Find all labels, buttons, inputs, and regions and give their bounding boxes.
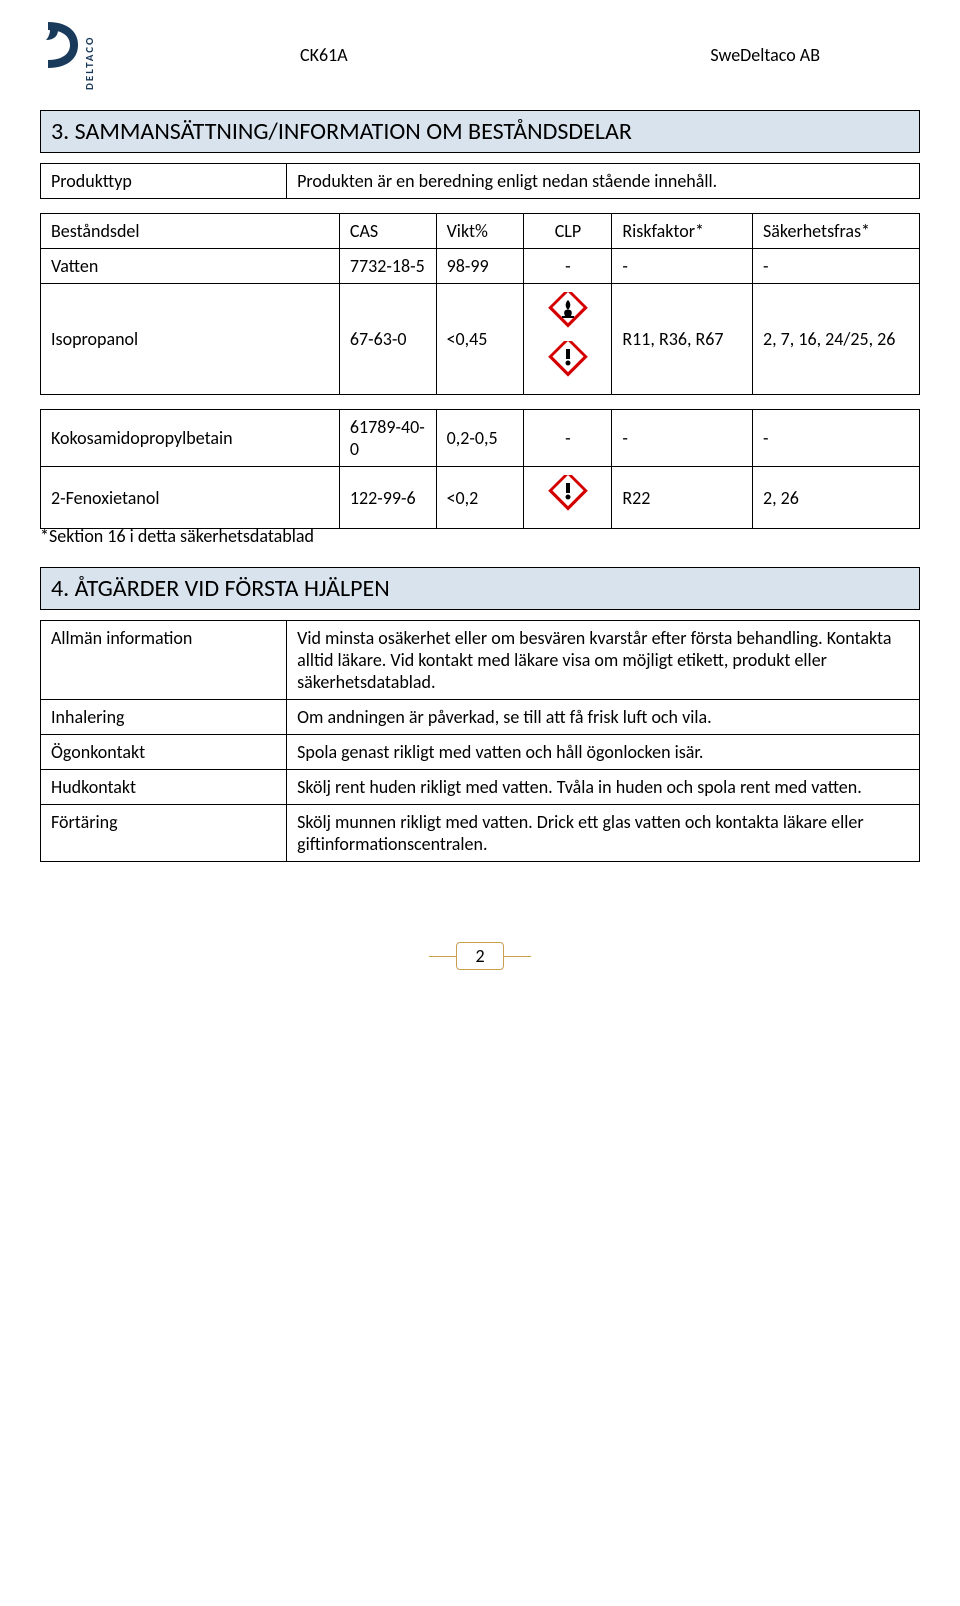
cell-risk: - bbox=[612, 410, 753, 467]
table-row: Kokosamidopropylbetain 61789-40-0 0,2-0,… bbox=[41, 410, 920, 467]
doc-code: CK61A bbox=[300, 44, 348, 66]
ingredients-table-bottom: Kokosamidopropylbetain 61789-40-0 0,2-0,… bbox=[40, 409, 920, 529]
ingredients-table-top: Beståndsdel CAS Vikt% CLP Riskfaktor* Sä… bbox=[40, 213, 920, 395]
col-vikt: Vikt% bbox=[436, 214, 524, 249]
section3-footnote: *Sektion 16 i detta säkerhetsdatablad bbox=[40, 525, 920, 547]
producttype-value: Produkten är en beredning enligt nedan s… bbox=[287, 164, 920, 199]
cell-clp: - bbox=[524, 249, 612, 284]
cell-name: Kokosamidopropylbetain bbox=[41, 410, 340, 467]
cell-name: 2-Fenoxietanol bbox=[41, 467, 340, 529]
exclaim-hazard-icon bbox=[548, 341, 588, 381]
page-number: 2 bbox=[456, 942, 503, 970]
cell-vikt: <0,45 bbox=[436, 284, 524, 395]
cell-risk: R11, R36, R67 bbox=[612, 284, 753, 395]
logo-label: DELTACO bbox=[83, 20, 96, 90]
cell-vikt: <0,2 bbox=[436, 467, 524, 529]
cell-safe: 2, 26 bbox=[753, 467, 920, 529]
col-name: Beståndsdel bbox=[41, 214, 340, 249]
cell-safe: - bbox=[753, 249, 920, 284]
table-row: Allmän information Vid minsta osäkerhet … bbox=[41, 621, 920, 700]
first-aid-value: Skölj rent huden rikligt med vatten. Två… bbox=[287, 770, 920, 805]
first-aid-label: Inhalering bbox=[41, 700, 287, 735]
cell-clp bbox=[524, 284, 612, 395]
cell-cas: 7732-18-5 bbox=[339, 249, 436, 284]
flame-hazard-icon bbox=[548, 292, 588, 332]
section4-title: 4. ÅTGÄRDER VID FÖRSTA HJÄLPEN bbox=[40, 567, 920, 610]
page-header: DELTACO CK61A SweDeltaco AB bbox=[40, 0, 920, 100]
first-aid-table: Allmän information Vid minsta osäkerhet … bbox=[40, 620, 920, 862]
producttype-label: Produkttyp bbox=[41, 164, 287, 199]
table-row: Vatten 7732-18-5 98-99 - - - bbox=[41, 249, 920, 284]
first-aid-value: Vid minsta osäkerhet eller om besvären k… bbox=[287, 621, 920, 700]
col-safe: Säkerhetsfras* bbox=[753, 214, 920, 249]
exclaim-hazard-icon bbox=[548, 475, 588, 515]
table-row: Isopropanol 67-63-0 <0,45 R11, R36, R67 … bbox=[41, 284, 920, 395]
first-aid-label: Ögonkontakt bbox=[41, 735, 287, 770]
pager: 2 bbox=[40, 942, 920, 970]
cell-vikt: 0,2-0,5 bbox=[436, 410, 524, 467]
cell-safe: - bbox=[753, 410, 920, 467]
cell-clp bbox=[524, 467, 612, 529]
table-row: Förtäring Skölj munnen rikligt med vatte… bbox=[41, 805, 920, 862]
cell-cas: 67-63-0 bbox=[339, 284, 436, 395]
table-header-row: Beståndsdel CAS Vikt% CLP Riskfaktor* Sä… bbox=[41, 214, 920, 249]
cell-vikt: 98-99 bbox=[436, 249, 524, 284]
logo: DELTACO bbox=[40, 20, 100, 90]
cell-cas: 61789-40-0 bbox=[339, 410, 436, 467]
first-aid-label: Förtäring bbox=[41, 805, 287, 862]
col-cas: CAS bbox=[339, 214, 436, 249]
col-risk: Riskfaktor* bbox=[612, 214, 753, 249]
cell-name: Vatten bbox=[41, 249, 340, 284]
cell-risk: R22 bbox=[612, 467, 753, 529]
producttype-table: Produkttyp Produkten är en beredning enl… bbox=[40, 163, 920, 199]
delta-icon bbox=[40, 20, 80, 70]
cell-safe: 2, 7, 16, 24/25, 26 bbox=[753, 284, 920, 395]
first-aid-value: Skölj munnen rikligt med vatten. Drick e… bbox=[287, 805, 920, 862]
table-row: Inhalering Om andningen är påverkad, se … bbox=[41, 700, 920, 735]
cell-name: Isopropanol bbox=[41, 284, 340, 395]
first-aid-value: Om andningen är påverkad, se till att få… bbox=[287, 700, 920, 735]
table-row: Ögonkontakt Spola genast rikligt med vat… bbox=[41, 735, 920, 770]
table-row: Hudkontakt Skölj rent huden rikligt med … bbox=[41, 770, 920, 805]
cell-risk: - bbox=[612, 249, 753, 284]
first-aid-label: Hudkontakt bbox=[41, 770, 287, 805]
company-name: SweDeltaco AB bbox=[710, 44, 820, 66]
first-aid-label: Allmän information bbox=[41, 621, 287, 700]
col-clp: CLP bbox=[524, 214, 612, 249]
cell-cas: 122-99-6 bbox=[339, 467, 436, 529]
section3-title: 3. SAMMANSÄTTNING/INFORMATION OM BESTÅND… bbox=[40, 110, 920, 153]
cell-clp: - bbox=[524, 410, 612, 467]
table-row: 2-Fenoxietanol 122-99-6 <0,2 R22 2, 26 bbox=[41, 467, 920, 529]
first-aid-value: Spola genast rikligt med vatten och håll… bbox=[287, 735, 920, 770]
